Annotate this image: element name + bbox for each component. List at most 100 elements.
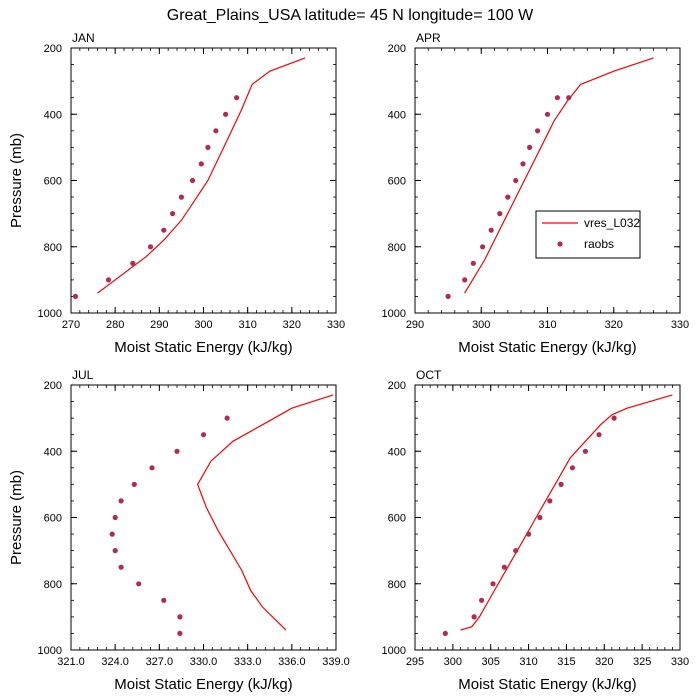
obs-point xyxy=(131,481,137,487)
x-tick-label: 330 xyxy=(671,319,689,331)
legend-model-label: vres_L032 xyxy=(584,216,640,230)
y-tick-label: 200 xyxy=(388,380,406,392)
obs-point xyxy=(130,260,136,266)
plot-frame xyxy=(414,47,681,314)
y-tick-label: 600 xyxy=(388,513,406,525)
y-tick-label: 400 xyxy=(388,109,406,121)
x-tick-label: 320 xyxy=(595,656,613,668)
y-tick-label: 600 xyxy=(388,176,406,188)
x-axis-title: Moist Static Energy (kJ/kg) xyxy=(114,339,292,356)
x-tick-label: 290 xyxy=(150,319,168,331)
obs-point xyxy=(471,614,477,620)
y-tick-label: 1000 xyxy=(38,645,62,657)
x-tick-label: 310 xyxy=(238,319,256,331)
obs-point xyxy=(198,161,204,167)
series-line-model xyxy=(196,394,334,631)
obs-point xyxy=(558,481,564,487)
x-axis-title: Moist Static Energy (kJ/kg) xyxy=(458,676,636,693)
plot-frame xyxy=(70,384,337,651)
obs-point xyxy=(112,548,118,554)
y-tick-label: 400 xyxy=(44,446,62,458)
obs-point xyxy=(200,432,207,438)
x-tick-label: 330.0 xyxy=(190,656,218,668)
x-tick-label: 290 xyxy=(406,319,424,331)
y-tick-label: 800 xyxy=(44,579,62,591)
y-tick-label: 200 xyxy=(44,380,62,392)
x-tick-label: 333.0 xyxy=(234,656,262,668)
obs-point xyxy=(136,581,142,587)
y-tick-label: 800 xyxy=(44,242,62,254)
obs-point xyxy=(205,144,211,150)
panel-oct: 295 300 305 310 315 320 325 330 200 400 600 800 1000… xyxy=(382,368,690,693)
obs-point xyxy=(174,448,180,454)
obs-point xyxy=(224,415,230,421)
obs-point xyxy=(480,244,486,250)
obs-point xyxy=(513,548,519,554)
panels: 270 280 290 300 310 320 330 200 400 600 800 1000 JAN… xyxy=(8,31,689,693)
panel-jul: 321.0 324.0 327.0 330.0 333.0 336.0 339.0 200 40… xyxy=(8,368,350,693)
legend-obs-label: raobs xyxy=(584,237,614,251)
obs-point xyxy=(547,498,553,504)
x-tick-label: 330 xyxy=(671,656,689,668)
panel-title: JUL xyxy=(72,368,94,382)
x-tick-label: 320 xyxy=(605,319,623,331)
y-tick-label: 600 xyxy=(44,513,62,525)
obs-point xyxy=(234,95,240,101)
obs-point xyxy=(161,227,167,233)
x-tick-label: 336.0 xyxy=(278,656,306,668)
x-tick-label: 339.0 xyxy=(322,656,350,668)
obs-point xyxy=(569,465,576,471)
obs-point xyxy=(490,581,496,587)
obs-point xyxy=(118,564,124,570)
obs-point xyxy=(178,194,184,200)
obs-point xyxy=(527,144,533,150)
y-tick-label: 800 xyxy=(388,579,406,591)
y-axis-title: Pressure (mb) xyxy=(8,470,25,565)
panel-apr: 290 300 310 320 330 200 400 600 800 1000 APR Moist … xyxy=(382,31,690,356)
x-tick-label: 310 xyxy=(519,656,537,668)
obs-point xyxy=(582,448,589,454)
x-tick-label: 320 xyxy=(283,319,301,331)
y-tick-label: 1000 xyxy=(382,645,406,657)
obs-point xyxy=(479,597,485,603)
obs-point xyxy=(105,277,112,283)
legend-obs-marker xyxy=(557,241,563,247)
x-tick-label: 324.0 xyxy=(101,656,129,668)
main-title: Great_Plains_USA latitude= 45 N longitud… xyxy=(167,7,534,24)
obs-point xyxy=(112,514,118,521)
y-tick-label: 400 xyxy=(44,109,62,121)
plot-frame xyxy=(70,47,337,314)
obs-point xyxy=(149,465,155,471)
y-tick-label: 400 xyxy=(388,446,406,458)
y-tick-label: 800 xyxy=(388,242,406,254)
obs-point xyxy=(177,630,183,637)
obs-point xyxy=(462,277,468,283)
x-tick-label: 305 xyxy=(482,656,500,668)
obs-point xyxy=(554,95,561,101)
y-tick-label: 1000 xyxy=(38,308,62,320)
obs-point xyxy=(445,293,451,299)
y-tick-label: 600 xyxy=(44,176,62,188)
obs-point xyxy=(118,498,124,504)
series-line-model xyxy=(464,57,654,294)
obs-point xyxy=(442,630,448,637)
obs-point xyxy=(109,531,115,537)
legend-box xyxy=(535,210,641,259)
y-tick-label: 200 xyxy=(44,43,62,55)
obs-point xyxy=(513,177,519,184)
obs-point xyxy=(611,415,617,421)
obs-point xyxy=(520,161,526,167)
series-line-model xyxy=(97,57,306,294)
x-tick-label: 280 xyxy=(106,319,124,331)
obs-point xyxy=(170,211,176,217)
obs-point xyxy=(147,244,154,250)
obs-point xyxy=(537,514,543,521)
panel-jan: 270 280 290 300 310 320 330 200 400 600 800 1000 JAN… xyxy=(8,31,345,356)
x-axis-title: Moist Static Energy (kJ/kg) xyxy=(458,339,636,356)
x-tick-label: 327.0 xyxy=(146,656,174,668)
y-tick-label: 1000 xyxy=(382,308,406,320)
legend: vres_L032 raobs xyxy=(535,210,641,259)
series-line-model xyxy=(460,394,673,631)
obs-point xyxy=(501,564,507,570)
obs-point xyxy=(544,111,551,117)
